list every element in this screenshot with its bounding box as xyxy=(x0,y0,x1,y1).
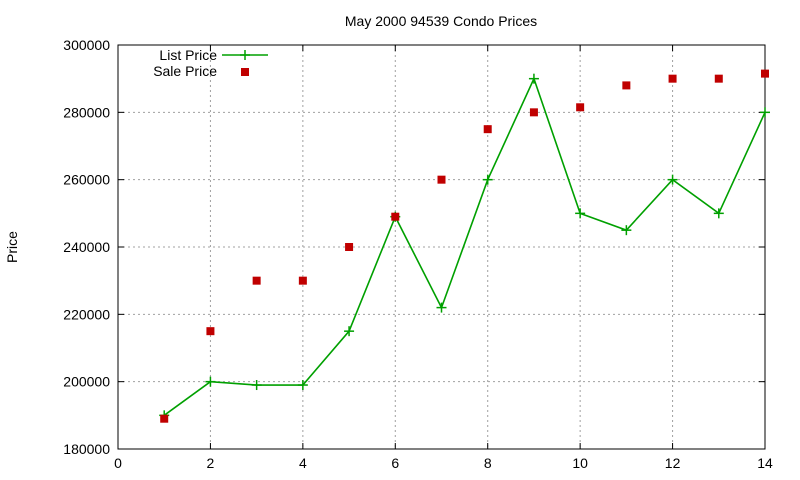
y-tick-label: 220000 xyxy=(63,306,110,322)
y-tick-label: 180000 xyxy=(63,441,110,457)
data-point xyxy=(160,414,169,423)
legend-item: Sale Price xyxy=(153,63,249,79)
y-tick-label: 300000 xyxy=(63,37,110,53)
data-point xyxy=(528,73,539,84)
data-point xyxy=(482,174,493,185)
data-point xyxy=(761,69,769,78)
data-point xyxy=(529,108,538,117)
data-point xyxy=(622,81,631,90)
y-tick-label: 200000 xyxy=(63,374,110,390)
x-tick-label: 8 xyxy=(484,455,492,471)
data-point xyxy=(576,103,585,112)
legend-item: List Price xyxy=(159,47,268,63)
series-line xyxy=(163,76,766,416)
x-tick-label: 0 xyxy=(114,455,122,471)
data-point xyxy=(205,376,216,387)
x-tick-label: 14 xyxy=(757,455,773,471)
plot-frame xyxy=(117,44,766,450)
y-tick-labels: 180000 200000 220000 240000 260000 280000 3000… xyxy=(63,37,110,457)
data-point xyxy=(714,74,723,83)
data-point xyxy=(713,208,724,219)
x-tick-label: 4 xyxy=(299,455,307,471)
data-point xyxy=(667,174,678,185)
series-sale-price xyxy=(160,69,769,423)
data-point xyxy=(436,302,447,313)
data-point xyxy=(575,208,586,219)
x-tick-label: 12 xyxy=(665,455,681,471)
data-point xyxy=(437,175,446,184)
legend-label: Sale Price xyxy=(153,63,217,79)
data-point xyxy=(297,380,308,391)
series-layer xyxy=(159,69,770,423)
y-tick-label: 260000 xyxy=(63,172,110,188)
x-tick-label: 2 xyxy=(207,455,215,471)
legend-label: List Price xyxy=(159,47,217,63)
y-tick-label: 240000 xyxy=(63,239,110,255)
data-point xyxy=(391,212,400,221)
data-point xyxy=(298,276,307,285)
grid xyxy=(118,45,765,449)
data-point xyxy=(668,74,677,83)
data-point xyxy=(252,276,261,285)
x-tick-label: 6 xyxy=(391,455,399,471)
x-tick-label: 10 xyxy=(572,455,588,471)
data-point xyxy=(251,380,262,391)
data-point xyxy=(344,326,355,337)
axis-ticks xyxy=(117,44,766,450)
chart-title: May 2000 94539 Condo Prices xyxy=(345,13,537,29)
data-point xyxy=(345,243,354,251)
data-point xyxy=(760,107,770,118)
x-tick-labels: 0 2 4 6 8 10 12 14 xyxy=(114,455,773,471)
data-point xyxy=(483,125,492,134)
legend-marker xyxy=(240,50,250,60)
legend-marker xyxy=(241,68,249,76)
y-axis-label: Price xyxy=(4,231,20,263)
data-point xyxy=(206,327,215,336)
data-point xyxy=(621,225,632,236)
y-tick-label: 280000 xyxy=(63,104,110,120)
